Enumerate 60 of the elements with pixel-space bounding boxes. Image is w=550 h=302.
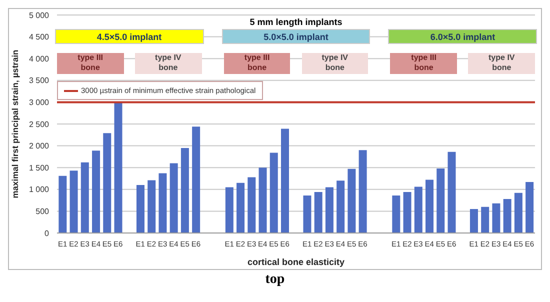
annotation: 5 mm length implants xyxy=(248,17,344,28)
bar xyxy=(325,187,334,233)
bar xyxy=(436,168,445,233)
bar xyxy=(392,196,400,233)
bar xyxy=(236,182,245,233)
bar xyxy=(280,128,289,233)
y-tick-label: 4 000 xyxy=(28,54,50,64)
bar xyxy=(492,203,500,233)
bar xyxy=(270,152,278,233)
bar xyxy=(526,182,534,233)
bar xyxy=(414,186,422,233)
y-tick-label: 2 500 xyxy=(28,120,50,129)
bar xyxy=(180,148,189,233)
implant-label-box: 4.5×5.0 implant xyxy=(55,29,204,44)
bar xyxy=(148,180,156,233)
bar xyxy=(481,206,490,233)
bar xyxy=(248,177,256,233)
y-tick-label: 3 000 xyxy=(28,98,50,108)
bar xyxy=(426,180,434,233)
bar xyxy=(103,133,112,233)
bar xyxy=(114,102,122,233)
bar xyxy=(225,187,234,233)
bar xyxy=(170,163,178,233)
bar xyxy=(136,185,144,233)
bar xyxy=(448,152,456,233)
bar xyxy=(503,198,512,233)
bar xyxy=(403,192,412,233)
y-tick-label: 0 xyxy=(44,228,50,238)
implant-label-box: 6.0×5.0 implant xyxy=(388,29,537,44)
bone-type-label-box: type III bone xyxy=(224,52,290,74)
bone-type-label-box: type IV bone xyxy=(302,52,368,74)
y-tick-label: 4 500 xyxy=(28,32,50,42)
x-axis-title: cortical bone elasticity xyxy=(247,257,345,267)
bar xyxy=(158,173,167,233)
implant-label-box: 5.0×5.0 implant xyxy=(222,29,370,44)
bar xyxy=(58,176,67,233)
bar xyxy=(70,170,78,233)
bone-type-label-box: type III bone xyxy=(390,52,458,74)
y-tick-label: 3 500 xyxy=(28,76,50,86)
bar xyxy=(192,126,200,233)
y-axis-title: maximal first principal strain, µstrain xyxy=(10,50,20,198)
y-tick-label: 2 000 xyxy=(28,142,50,151)
y-tick-label: 5 000 xyxy=(28,10,50,20)
bar xyxy=(470,209,478,233)
text: top xyxy=(264,271,286,289)
y-tick-label: 500 xyxy=(36,207,50,216)
y-tick-label: 1 000 xyxy=(28,185,50,194)
bar xyxy=(258,168,267,233)
bone-type-label-box: type IV bone xyxy=(468,52,535,74)
y-tick-label: 1 500 xyxy=(28,163,50,172)
bone-type-label-box: type IV bone xyxy=(134,52,202,74)
bar xyxy=(348,168,356,233)
bar xyxy=(314,192,322,233)
bar xyxy=(80,162,89,233)
bar xyxy=(336,180,345,233)
bar xyxy=(92,150,100,233)
bar xyxy=(303,196,312,233)
bone-type-label-box: type III bone xyxy=(57,52,124,74)
bar xyxy=(514,192,522,233)
bar xyxy=(358,150,367,233)
